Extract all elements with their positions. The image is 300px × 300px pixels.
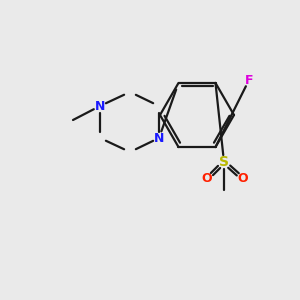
Text: N: N [95,100,105,112]
Text: O: O [202,172,212,185]
Text: O: O [238,172,248,185]
Text: F: F [245,74,253,86]
Text: S: S [219,155,229,169]
Text: N: N [154,131,164,145]
